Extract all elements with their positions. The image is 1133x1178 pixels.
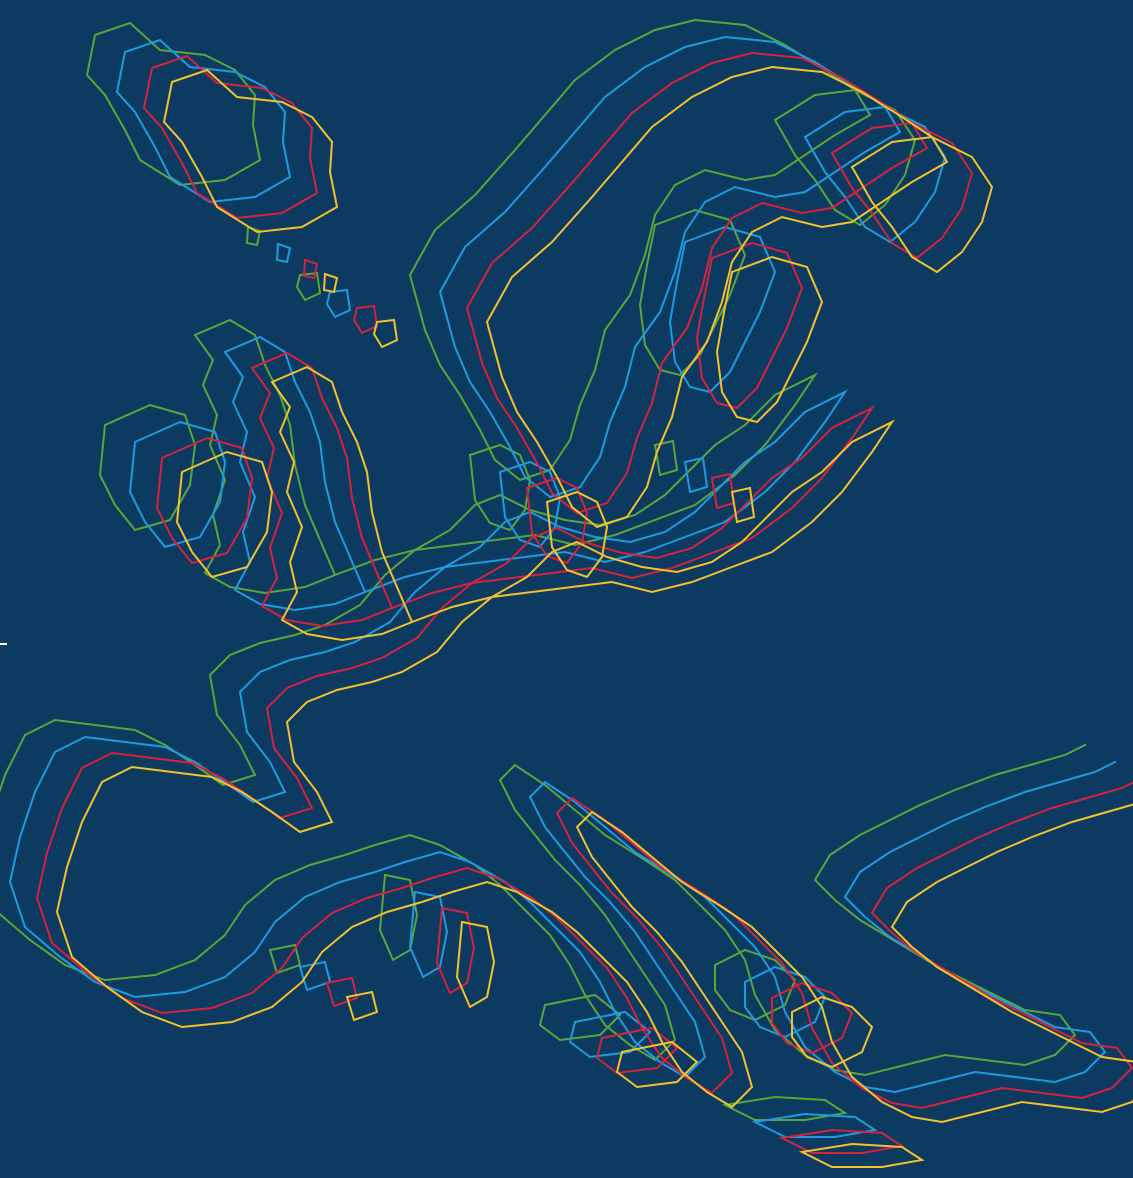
ireland-outline xyxy=(175,450,274,579)
britain-outline xyxy=(223,335,367,612)
faroe-outline xyxy=(322,272,339,294)
crete-outline xyxy=(798,1142,925,1168)
britain-outline xyxy=(193,318,337,595)
shetland-outline xyxy=(325,288,352,319)
continent-outline xyxy=(0,372,1087,1077)
ireland-outline xyxy=(128,420,227,549)
denmark-outline xyxy=(498,460,562,549)
scandinavia-outline xyxy=(465,51,929,515)
corsica-outline xyxy=(378,873,419,962)
outline-layer-yellow xyxy=(55,65,1133,1168)
continent-outline xyxy=(35,405,1133,1110)
baltic-outline xyxy=(715,255,824,424)
kola-outline xyxy=(850,135,994,274)
crete-outline xyxy=(778,1128,905,1154)
faroe-outline xyxy=(245,225,262,247)
shetland-outline xyxy=(372,318,399,349)
shetland-outline xyxy=(352,304,379,335)
kola-outline xyxy=(773,88,917,227)
sicily-outline xyxy=(568,1010,652,1059)
sicily-outline xyxy=(595,1026,679,1075)
balearic-outline xyxy=(325,976,359,1008)
baltic-outline xyxy=(695,241,804,410)
edge-tick-mark xyxy=(0,643,7,645)
aegean-outline xyxy=(771,981,854,1055)
crete-outline xyxy=(721,1095,848,1121)
sicily-outline xyxy=(538,993,622,1042)
sicily-outline xyxy=(615,1040,699,1089)
gotland-outline xyxy=(653,439,679,477)
continent-outline xyxy=(8,389,1117,1094)
ireland-outline xyxy=(155,436,254,565)
denmark-outline xyxy=(525,476,589,565)
corsica-outline xyxy=(455,920,496,1009)
iceland-outline xyxy=(85,21,262,187)
faroe-outline xyxy=(302,258,319,280)
gotland-outline xyxy=(683,456,709,494)
gotland-outline xyxy=(730,486,756,524)
baltic-outline xyxy=(668,225,777,394)
scandinavia-outline xyxy=(408,18,872,482)
aegean-outline xyxy=(714,948,797,1022)
balearic-outline xyxy=(345,990,379,1022)
iceland-outline xyxy=(162,68,339,234)
kola-outline xyxy=(803,105,947,244)
baltic-outline xyxy=(638,208,747,377)
balearic-outline xyxy=(298,960,332,992)
kola-outline xyxy=(830,121,974,260)
scandinavia-outline xyxy=(438,35,902,499)
iceland-outline xyxy=(142,54,319,220)
denmark-outline xyxy=(545,490,609,579)
iceland-outline xyxy=(115,38,292,204)
continent-outline xyxy=(55,419,1133,1124)
ireland-outline xyxy=(98,403,197,532)
balearic-outline xyxy=(268,943,302,975)
outline-layer-red xyxy=(35,51,1133,1154)
aegean-outline xyxy=(744,965,827,1039)
faroe-outline xyxy=(275,242,292,264)
aegean-outline xyxy=(791,995,874,1069)
britain-outline xyxy=(270,365,414,642)
scandinavia-outline xyxy=(485,65,949,529)
denmark-outline xyxy=(468,443,532,532)
corsica-outline xyxy=(435,906,476,995)
britain-outline xyxy=(250,351,394,628)
